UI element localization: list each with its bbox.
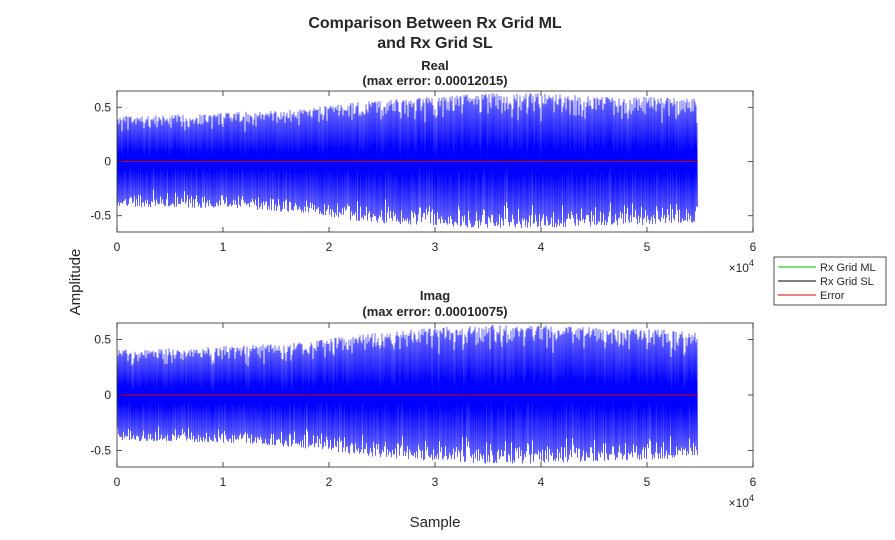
subplot-real-title: Real (421, 58, 448, 73)
x-axis-label: Sample (410, 514, 461, 531)
subplot-imag-subtitle: (max error: 0.00010075) (362, 304, 507, 319)
legend: Rx Grid ML Rx Grid SL Error (773, 256, 887, 306)
subplot-real-ytick-label-1: 0 (104, 155, 111, 169)
subplot-imag-ytick-label-1: 0 (104, 388, 111, 402)
subplot-real-ytick-label-2: -0.5 (90, 209, 111, 223)
subplot-imag-xtick-label-2: 2 (326, 475, 333, 489)
subplot-real: Real(max error: 0.00012015) 0 1 2 3 4 5 6 0.5 0 -0… (90, 58, 756, 275)
subplot-imag-xtick-label-6: 6 (750, 475, 757, 489)
figure-title-line2: and Rx Grid SL (377, 35, 493, 52)
subplot-imag-xtick-label-0: 0 (114, 475, 121, 489)
subplot-imag-xtick-label-4: 4 (538, 475, 545, 489)
subplot-real-xtick-label-5: 5 (644, 240, 651, 254)
y-axis-label: Amplitude (67, 249, 84, 316)
subplot-imag-xtick-label-5: 5 (644, 475, 651, 489)
subplot-real-xtick-label-1: 1 (220, 240, 227, 254)
legend-label-rx-grid-ml: Rx Grid ML (820, 262, 876, 274)
subplot-imag-x-exponent: ×104 (729, 493, 754, 510)
subplot-imag: Imag(max error: 0.00010075) 0 1 2 3 4 5 6 0.5 0 -0… (90, 288, 756, 510)
subplot-real-xtick-label-2: 2 (326, 240, 333, 254)
subplot-real-x-exponent: ×104 (729, 258, 754, 275)
legend-label-error: Error (820, 290, 845, 302)
subplot-real-ytick-label-0: 0.5 (94, 100, 111, 114)
subplot-real-xtick-label-4: 4 (538, 240, 545, 254)
subplot-imag-ytick-label-2: -0.5 (90, 443, 111, 457)
subplot-real-xtick-label-3: 3 (432, 240, 439, 254)
subplot-imag-title: Imag (420, 288, 450, 303)
subplot-imag-xtick-label-1: 1 (220, 475, 227, 489)
subplot-real-subtitle: (max error: 0.00012015) (362, 73, 507, 88)
subplot-real-xtick-label-0: 0 (114, 240, 121, 254)
subplot-imag-xtick-label-3: 3 (432, 475, 439, 489)
subplot-real-xtick-label-6: 6 (750, 240, 757, 254)
figure-title-line1: Comparison Between Rx Grid ML (308, 15, 562, 32)
legend-label-rx-grid-sl: Rx Grid SL (820, 276, 874, 288)
subplot-imag-ytick-label-0: 0.5 (94, 333, 111, 347)
